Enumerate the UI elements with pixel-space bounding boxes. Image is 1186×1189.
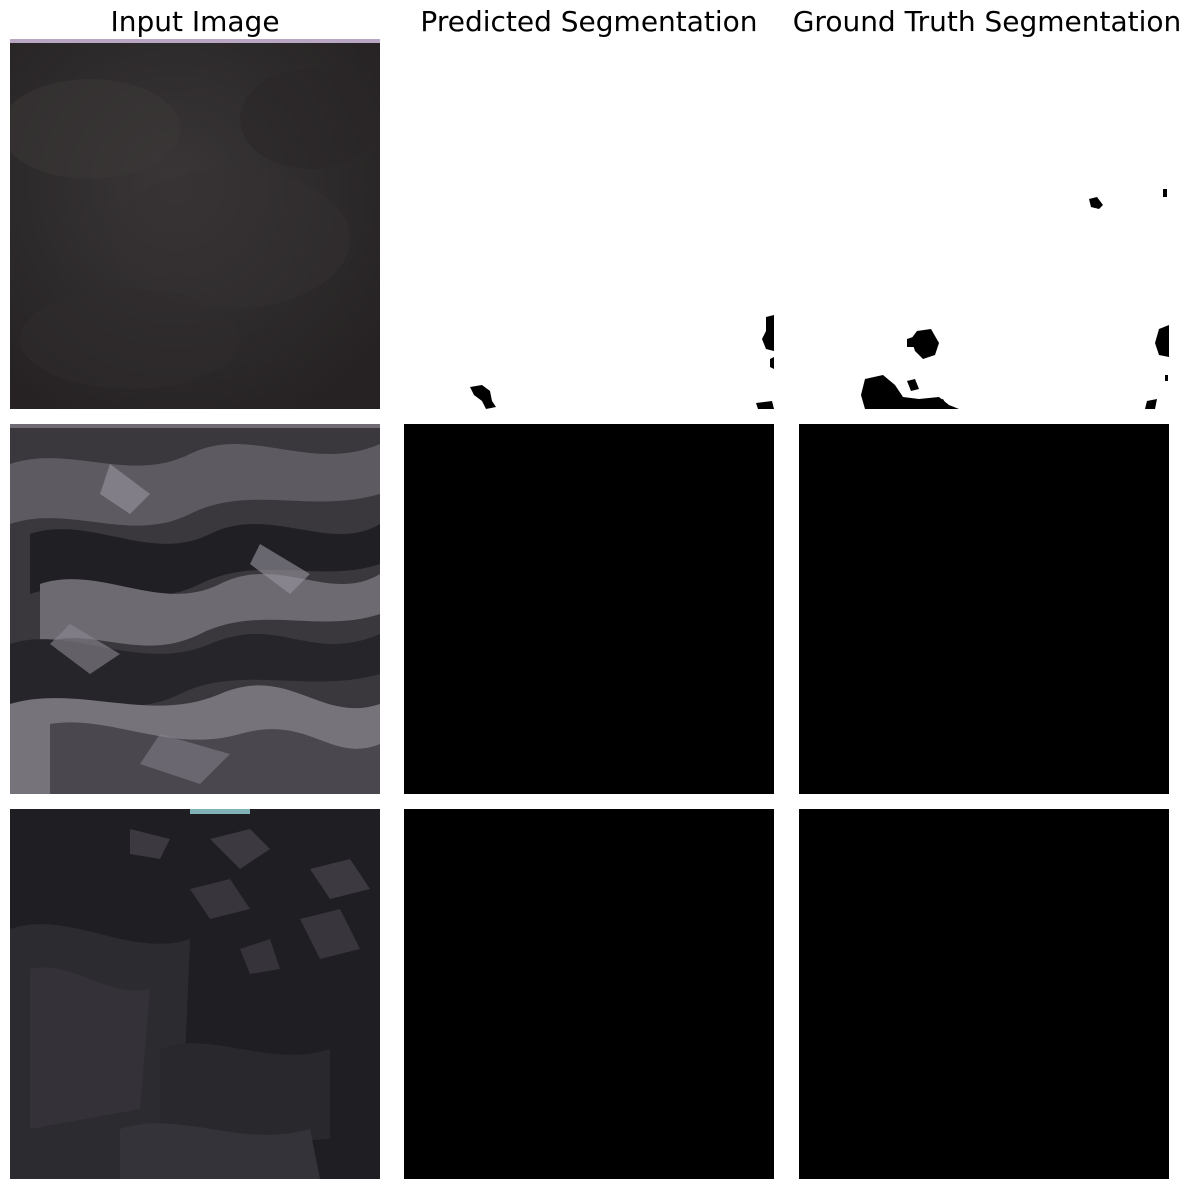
ground-truth-mask-row-2: [799, 424, 1169, 794]
predicted-mask-row-1-graphic: [404, 39, 774, 409]
predicted-mask-row-1: [404, 39, 774, 409]
input-image-row-2: [10, 424, 380, 794]
input-image-row-1-graphic: [10, 39, 380, 409]
input-image-row-3-graphic: [10, 809, 380, 1179]
ground-truth-mask-row-1: [799, 39, 1169, 409]
input-image-row-3: [10, 809, 380, 1179]
input-image-row-1: [10, 39, 380, 409]
predicted-mask-row-3: [404, 809, 774, 1179]
column-title-ground-truth: Ground Truth Segmentation: [792, 5, 1182, 38]
predicted-mask-row-2: [404, 424, 774, 794]
input-image-row-2-graphic: [10, 424, 380, 794]
ground-truth-mask-row-1-graphic: [799, 39, 1169, 409]
column-title-input: Input Image: [110, 5, 280, 38]
ground-truth-mask-row-3: [799, 809, 1169, 1179]
column-title-predicted: Predicted Segmentation: [420, 5, 758, 38]
